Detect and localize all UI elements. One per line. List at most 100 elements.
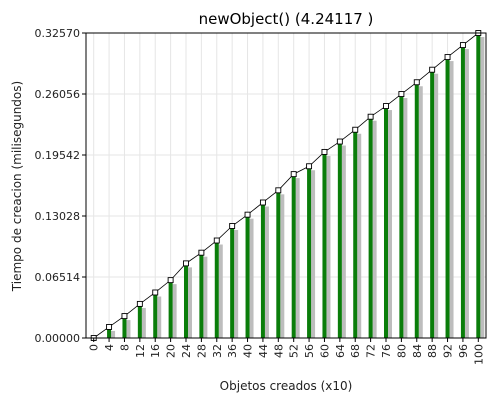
x-tick-label: 16 bbox=[149, 344, 162, 358]
x-tick-label: 24 bbox=[180, 344, 193, 358]
y-tick-label: 0.13028 bbox=[35, 210, 81, 223]
bar-shadow bbox=[341, 145, 346, 338]
x-tick-label: 48 bbox=[272, 344, 285, 358]
data-point bbox=[352, 126, 359, 133]
data-point bbox=[321, 148, 328, 155]
x-tick-label: 100 bbox=[472, 344, 485, 365]
x-tick-label: 20 bbox=[165, 344, 178, 358]
chart-title: newObject() (4.24117 ) bbox=[199, 10, 374, 28]
bar bbox=[399, 94, 404, 338]
data-point bbox=[367, 113, 374, 120]
bar-shadow bbox=[295, 178, 300, 338]
bar bbox=[307, 166, 312, 338]
x-tick-label: 84 bbox=[411, 344, 424, 358]
x-tick-label: 40 bbox=[242, 344, 255, 358]
data-point bbox=[136, 300, 143, 307]
bar bbox=[107, 326, 112, 338]
data-point bbox=[121, 313, 128, 320]
x-tick-label: 92 bbox=[442, 344, 455, 358]
x-tick-label: 0 bbox=[88, 344, 101, 351]
x-tick-label: 72 bbox=[365, 344, 378, 358]
bar-shadow bbox=[480, 37, 485, 338]
data-point bbox=[383, 103, 389, 109]
y-tick-label: 0.26056 bbox=[35, 88, 81, 101]
data-point bbox=[213, 237, 220, 244]
bar bbox=[353, 129, 358, 338]
data-point bbox=[275, 187, 282, 194]
x-tick-label: 44 bbox=[257, 344, 270, 358]
bar bbox=[137, 303, 142, 338]
data-point bbox=[183, 260, 189, 267]
data-point bbox=[106, 323, 113, 330]
bar-shadow bbox=[311, 170, 316, 338]
y-axis: 0.00000 0.06514 0.13028 0.19542 0.26056 0.325… bbox=[35, 27, 86, 345]
bar-shadow bbox=[403, 98, 408, 338]
bar-shadow bbox=[418, 86, 423, 338]
x-tick-label: 96 bbox=[457, 344, 470, 358]
bar bbox=[460, 45, 465, 338]
plot-background bbox=[86, 33, 486, 338]
bar-shadow bbox=[264, 206, 269, 338]
data-point bbox=[429, 66, 436, 73]
data-point bbox=[259, 199, 266, 206]
bar bbox=[476, 33, 481, 338]
x-tick-label: 60 bbox=[318, 344, 331, 358]
x-tick-label: 32 bbox=[211, 344, 224, 358]
bar bbox=[445, 57, 450, 339]
bar bbox=[337, 141, 342, 338]
bar-shadow bbox=[249, 218, 254, 338]
data-point bbox=[444, 54, 451, 61]
bar-shadow bbox=[172, 284, 177, 338]
bar-shadow bbox=[157, 296, 162, 338]
bar-shadow bbox=[141, 307, 146, 338]
bar bbox=[214, 240, 219, 338]
x-tick-label: 8 bbox=[118, 344, 131, 351]
data-point bbox=[290, 171, 297, 178]
bar-shadow bbox=[464, 49, 469, 338]
bar-shadow bbox=[218, 244, 223, 338]
x-tick-label: 28 bbox=[195, 344, 208, 358]
data-point bbox=[244, 211, 251, 218]
plot-frame bbox=[85, 32, 487, 339]
x-tick-label: 68 bbox=[349, 344, 362, 358]
bar-shadow bbox=[372, 120, 377, 339]
bar-shadow bbox=[203, 256, 208, 338]
bar bbox=[276, 190, 281, 338]
x-tick-label: 52 bbox=[288, 344, 301, 358]
y-tick-label: 0.19542 bbox=[35, 149, 81, 162]
bar bbox=[322, 151, 327, 338]
bar bbox=[291, 174, 296, 338]
x-tick-label: 64 bbox=[334, 344, 347, 358]
x-tick-label: 80 bbox=[395, 344, 408, 358]
bar-shadow bbox=[449, 61, 454, 339]
bar-shadow bbox=[111, 330, 116, 338]
data-point bbox=[398, 91, 405, 98]
data-point bbox=[152, 289, 159, 296]
data-point bbox=[336, 138, 343, 145]
bar-shadow bbox=[326, 155, 331, 338]
y-tick-label: 0.06514 bbox=[35, 271, 81, 284]
x-tick-label: 76 bbox=[380, 344, 393, 358]
x-tick-label: 36 bbox=[226, 344, 239, 358]
x-axis: 0 4 8 12 16 20 24 28 32 36 40 44 48 52 56 60 64 68 72 76 80 8… bbox=[88, 338, 485, 365]
data-point bbox=[229, 223, 236, 229]
bar bbox=[414, 82, 419, 338]
trend-line bbox=[90, 30, 482, 341]
bar-shadow bbox=[280, 194, 285, 338]
x-axis-label: Objetos creados (x10) bbox=[220, 379, 353, 393]
x-tick-label: 56 bbox=[303, 344, 316, 358]
bar bbox=[260, 202, 265, 338]
bar bbox=[230, 226, 235, 338]
data-point bbox=[198, 249, 205, 256]
bar-shadow bbox=[126, 320, 131, 338]
bar bbox=[245, 214, 250, 338]
bar-shadow bbox=[188, 267, 192, 338]
bar bbox=[184, 263, 188, 338]
x-tick-label: 12 bbox=[134, 344, 147, 358]
bars bbox=[107, 33, 485, 339]
bar bbox=[199, 252, 204, 338]
grid bbox=[86, 32, 486, 339]
data-point bbox=[459, 42, 466, 49]
data-point bbox=[306, 163, 313, 170]
bar-shadow bbox=[388, 110, 392, 338]
